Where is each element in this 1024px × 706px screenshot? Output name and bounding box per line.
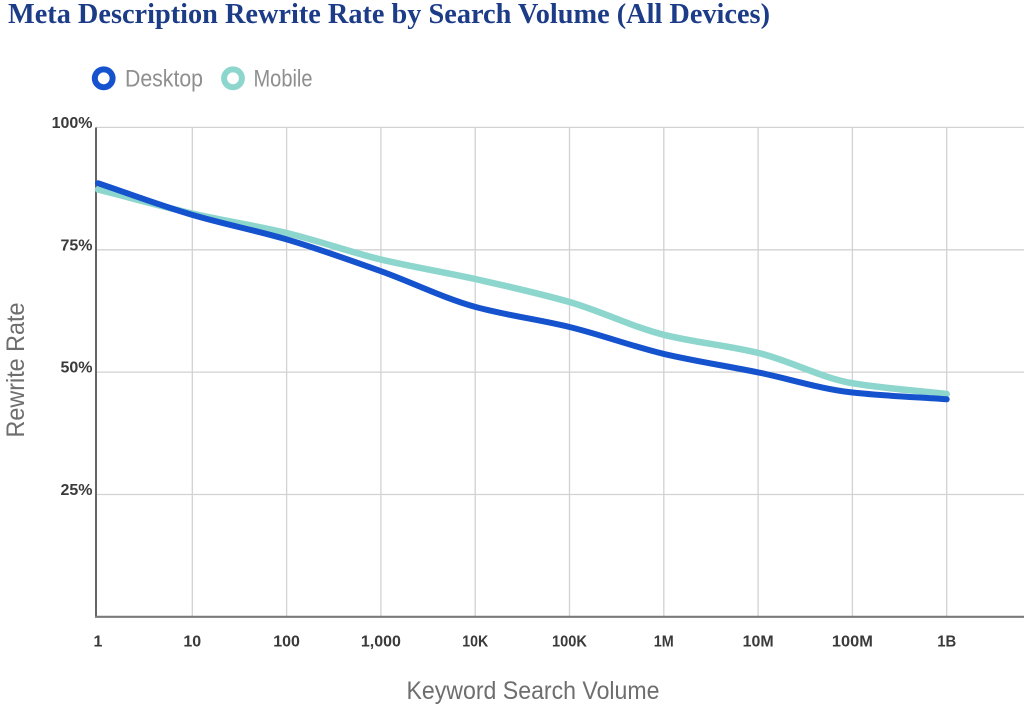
svg-text:Mobile: Mobile [254,66,313,93]
svg-text:25%: 25% [60,482,92,499]
svg-text:1: 1 [94,634,103,651]
svg-text:100: 100 [273,634,300,651]
svg-text:Rewrite Rate: Rewrite Rate [2,303,30,438]
svg-text:100M: 100M [832,634,873,651]
svg-text:75%: 75% [60,237,92,254]
svg-text:100K: 100K [552,634,587,651]
svg-text:Meta Description Rewrite Rate: Meta Description Rewrite Rate by Search … [8,0,770,30]
svg-text:10K: 10K [462,634,488,651]
svg-text:Desktop: Desktop [125,66,203,93]
svg-text:1,000: 1,000 [361,634,401,651]
svg-text:100%: 100% [52,115,93,132]
svg-text:Keyword Search Volume: Keyword Search Volume [407,677,660,705]
svg-text:10M: 10M [743,634,774,651]
svg-text:1B: 1B [937,634,956,651]
svg-text:1M: 1M [654,634,674,651]
svg-text:50%: 50% [60,360,92,377]
svg-text:10: 10 [183,634,201,651]
